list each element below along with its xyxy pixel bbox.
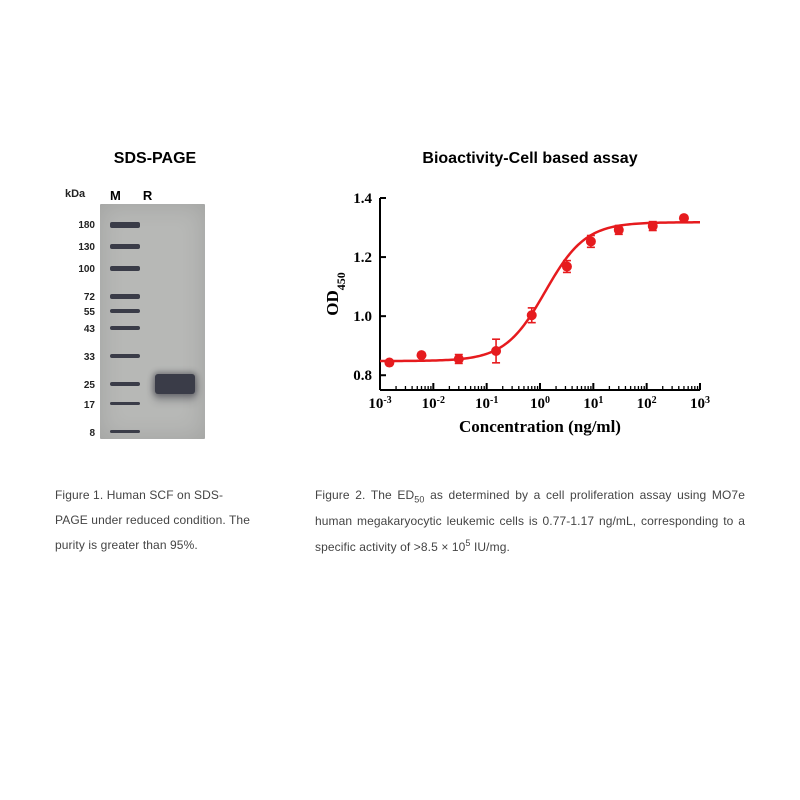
mw-label: 100 bbox=[65, 264, 95, 275]
sds-page-title: SDS-PAGE bbox=[55, 150, 255, 168]
fig2-p1: The ED bbox=[371, 488, 414, 502]
marker-band bbox=[110, 402, 140, 405]
svg-text:0.8: 0.8 bbox=[353, 368, 372, 384]
marker-band bbox=[110, 309, 140, 313]
fig2-sub: 50 bbox=[414, 494, 424, 504]
figure-1-caption: Figure 1. Human SCF on SDS-PAGE under re… bbox=[55, 483, 255, 561]
svg-text:1.0: 1.0 bbox=[353, 309, 372, 325]
marker-band bbox=[110, 294, 140, 299]
svg-text:10-1: 10-1 bbox=[475, 395, 498, 413]
marker-band bbox=[110, 244, 140, 249]
svg-text:Concentration (ng/ml): Concentration (ng/ml) bbox=[459, 417, 621, 436]
svg-text:1.2: 1.2 bbox=[353, 250, 372, 266]
mw-label: 43 bbox=[65, 324, 95, 335]
sds-gel-wrap: kDa M R 180 130 100 72 55 43 33 25 17 8 bbox=[65, 188, 220, 443]
bioactivity-panel: Bioactivity-Cell based assay 0.8 1.0 1.2 1.… bbox=[315, 150, 745, 443]
svg-text:102: 102 bbox=[637, 395, 657, 413]
mw-label: 25 bbox=[65, 380, 95, 391]
gel-area bbox=[100, 204, 205, 439]
lane-m-label: M bbox=[110, 188, 121, 203]
sample-band bbox=[155, 374, 195, 394]
sds-page-panel: SDS-PAGE kDa M R 180 130 100 72 55 43 33 25 17 8 bbox=[55, 150, 255, 443]
kda-label: kDa bbox=[65, 188, 85, 200]
svg-text:103: 103 bbox=[690, 395, 710, 413]
fig2-p3: IU/mg. bbox=[471, 540, 510, 554]
svg-text:100: 100 bbox=[530, 395, 550, 413]
mw-label: 8 bbox=[65, 428, 95, 439]
fig1-prefix: Figure 1. bbox=[55, 488, 107, 502]
lane-r-label: R bbox=[143, 188, 152, 203]
marker-band bbox=[110, 354, 140, 358]
svg-text:10-2: 10-2 bbox=[422, 395, 445, 413]
mw-label: 33 bbox=[65, 352, 95, 363]
bioactivity-title: Bioactivity-Cell based assay bbox=[315, 150, 745, 168]
mw-label: 72 bbox=[65, 292, 95, 303]
svg-text:1.4: 1.4 bbox=[353, 191, 372, 207]
marker-band bbox=[110, 326, 140, 330]
svg-text:OD450: OD450 bbox=[323, 272, 348, 316]
fig2-prefix: Figure 2. bbox=[315, 488, 371, 502]
mw-label: 55 bbox=[65, 307, 95, 318]
marker-band bbox=[110, 382, 140, 386]
marker-band bbox=[110, 222, 140, 228]
marker-band bbox=[110, 430, 140, 433]
svg-text:101: 101 bbox=[583, 395, 603, 413]
figure-2-caption: Figure 2. The ED50 as determined by a ce… bbox=[315, 483, 745, 561]
mw-label: 17 bbox=[65, 400, 95, 411]
mw-label: 130 bbox=[65, 242, 95, 253]
bioactivity-chart: 0.8 1.0 1.2 1.4 10-3 10-2 10-1 100 101 102 103 Conc… bbox=[315, 188, 715, 438]
lane-labels: M R bbox=[110, 188, 152, 203]
svg-text:10-3: 10-3 bbox=[368, 395, 391, 413]
mw-labels: 180 130 100 72 55 43 33 25 17 8 bbox=[65, 204, 98, 439]
mw-label: 180 bbox=[65, 220, 95, 231]
marker-band bbox=[110, 266, 140, 271]
